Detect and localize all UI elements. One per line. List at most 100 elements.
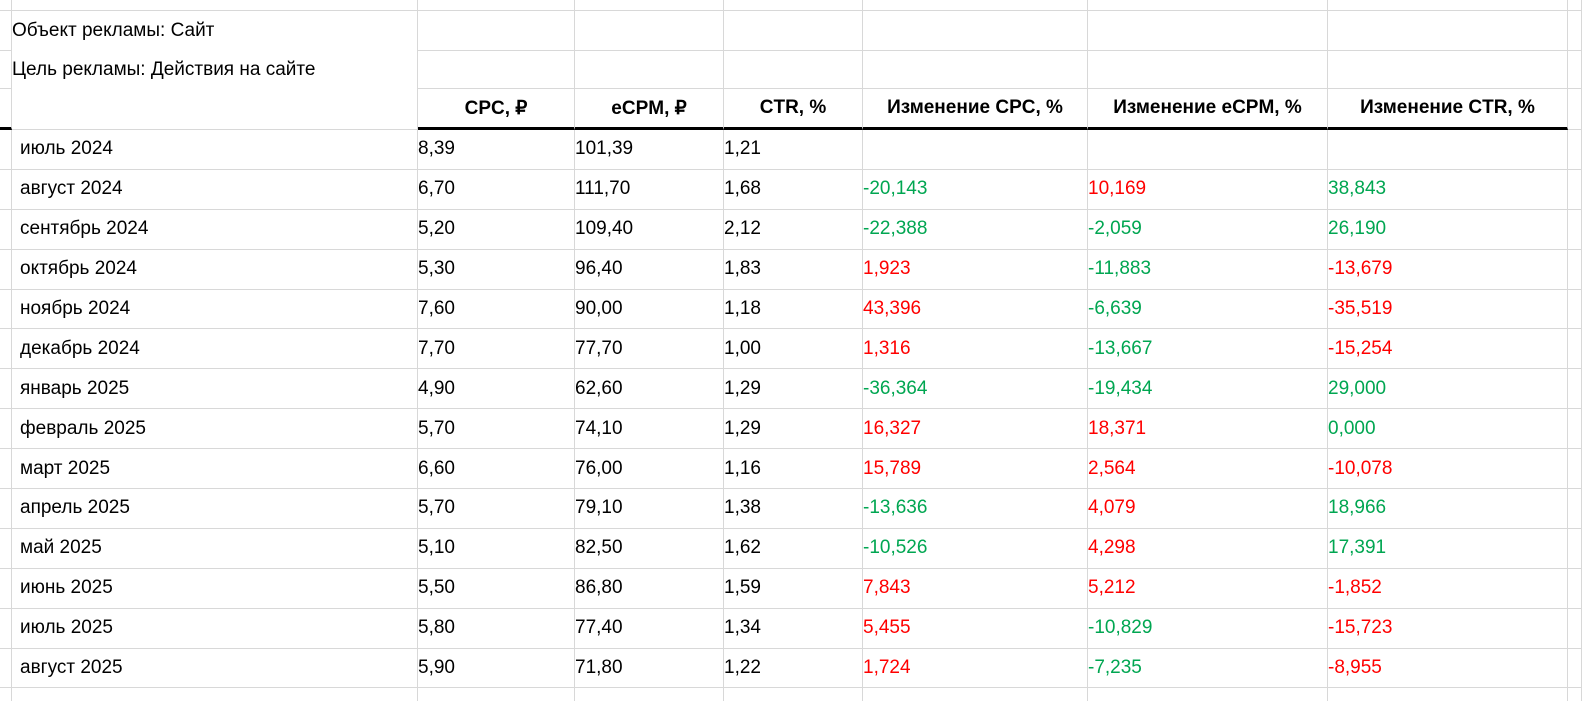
ctr-cell[interactable]: 2,12 <box>724 209 863 250</box>
empty-cell[interactable] <box>1568 329 1582 370</box>
empty-cell[interactable] <box>724 0 863 11</box>
empty-cell[interactable] <box>1568 289 1582 330</box>
cpc-cell[interactable]: 5,50 <box>418 568 575 609</box>
empty-cell[interactable] <box>724 688 863 702</box>
column-header-cpc-change[interactable]: Изменение CPC, % <box>863 89 1088 130</box>
gutter-cell[interactable] <box>0 409 12 450</box>
cpc-cell[interactable]: 5,90 <box>418 648 575 689</box>
ecpm-cell[interactable]: 109,40 <box>575 209 724 250</box>
ctr-cell[interactable]: 1,34 <box>724 608 863 649</box>
empty-cell[interactable] <box>1568 409 1582 450</box>
cpc-change-cell[interactable] <box>863 130 1088 170</box>
cpc-cell[interactable]: 5,70 <box>418 489 575 529</box>
empty-cell[interactable] <box>1568 11 1582 51</box>
ctr-change-cell[interactable]: 38,843 <box>1328 169 1568 210</box>
column-header-ecpm[interactable]: eCPM, ₽ <box>575 89 724 130</box>
ecpm-cell[interactable]: 77,70 <box>575 329 724 370</box>
empty-cell[interactable] <box>1568 568 1582 609</box>
empty-cell[interactable] <box>1568 489 1582 529</box>
month-cell[interactable]: ноябрь 2024 <box>12 289 418 330</box>
empty-cell[interactable] <box>575 688 724 702</box>
empty-cell[interactable] <box>1568 369 1582 410</box>
ctr-cell[interactable]: 1,18 <box>724 289 863 330</box>
gutter-cell[interactable] <box>0 369 12 410</box>
empty-cell[interactable] <box>1568 449 1582 490</box>
empty-header-cell[interactable] <box>12 89 418 130</box>
ctr-change-cell[interactable]: -1,852 <box>1328 568 1568 609</box>
ecpm-change-cell[interactable]: -10,829 <box>1088 608 1328 649</box>
cpc-change-cell[interactable]: -20,143 <box>863 169 1088 210</box>
empty-cell[interactable] <box>575 11 724 51</box>
empty-cell[interactable] <box>724 51 863 89</box>
gutter-cell[interactable] <box>0 648 12 689</box>
ecpm-change-cell[interactable]: 4,079 <box>1088 489 1328 529</box>
cpc-cell[interactable]: 4,90 <box>418 369 575 410</box>
ecpm-cell[interactable]: 101,39 <box>575 130 724 170</box>
empty-cell[interactable] <box>1088 0 1328 11</box>
empty-cell[interactable] <box>418 51 575 89</box>
empty-cell[interactable] <box>1328 688 1568 702</box>
gutter-cell[interactable] <box>0 169 12 210</box>
empty-cell[interactable] <box>1568 648 1582 689</box>
cpc-change-cell[interactable]: 43,396 <box>863 289 1088 330</box>
empty-cell[interactable] <box>12 688 418 702</box>
empty-cell[interactable] <box>418 11 575 51</box>
gutter-cell[interactable] <box>0 489 12 529</box>
ecpm-change-cell[interactable]: -6,639 <box>1088 289 1328 330</box>
cpc-change-cell[interactable]: 1,316 <box>863 329 1088 370</box>
gutter-cell[interactable] <box>0 329 12 370</box>
ecpm-change-cell[interactable]: -19,434 <box>1088 369 1328 410</box>
ecpm-change-cell[interactable] <box>1088 130 1328 170</box>
ecpm-cell[interactable]: 79,10 <box>575 489 724 529</box>
ctr-cell[interactable]: 1,83 <box>724 249 863 290</box>
month-cell[interactable]: март 2025 <box>12 449 418 490</box>
cpc-change-cell[interactable]: -22,388 <box>863 209 1088 250</box>
ctr-cell[interactable]: 1,29 <box>724 409 863 450</box>
empty-cell[interactable] <box>1088 11 1328 51</box>
empty-cell[interactable] <box>1328 0 1568 11</box>
ecpm-cell[interactable]: 74,10 <box>575 409 724 450</box>
month-cell[interactable]: сентябрь 2024 <box>12 209 418 250</box>
cpc-change-cell[interactable]: 15,789 <box>863 449 1088 490</box>
cpc-cell[interactable]: 5,30 <box>418 249 575 290</box>
ctr-cell[interactable]: 1,68 <box>724 169 863 210</box>
cpc-change-cell[interactable]: 5,455 <box>863 608 1088 649</box>
column-header-ctr[interactable]: CTR, % <box>724 89 863 130</box>
ecpm-change-cell[interactable]: 2,564 <box>1088 449 1328 490</box>
ctr-change-cell[interactable]: 17,391 <box>1328 528 1568 569</box>
ctr-cell[interactable]: 1,21 <box>724 130 863 170</box>
cpc-cell[interactable]: 7,60 <box>418 289 575 330</box>
ctr-change-cell[interactable]: 26,190 <box>1328 209 1568 250</box>
ad-goal-title[interactable]: Цель рекламы: Действия на сайте <box>12 51 418 89</box>
empty-cell[interactable] <box>863 0 1088 11</box>
ecpm-change-cell[interactable]: -11,883 <box>1088 249 1328 290</box>
ecpm-cell[interactable]: 86,80 <box>575 568 724 609</box>
cpc-change-cell[interactable]: 1,923 <box>863 249 1088 290</box>
empty-cell[interactable] <box>1328 11 1568 51</box>
cpc-cell[interactable]: 5,10 <box>418 528 575 569</box>
empty-cell[interactable] <box>863 51 1088 89</box>
empty-cell[interactable] <box>863 688 1088 702</box>
ctr-change-cell[interactable] <box>1328 130 1568 170</box>
empty-cell[interactable] <box>1568 0 1582 11</box>
gutter-cell[interactable] <box>0 11 12 51</box>
ecpm-change-cell[interactable]: -13,667 <box>1088 329 1328 370</box>
ctr-change-cell[interactable]: -15,723 <box>1328 608 1568 649</box>
cpc-change-cell[interactable]: -13,636 <box>863 489 1088 529</box>
empty-cell[interactable] <box>1568 130 1582 170</box>
ctr-change-cell[interactable]: -13,679 <box>1328 249 1568 290</box>
ecpm-cell[interactable]: 90,00 <box>575 289 724 330</box>
cpc-cell[interactable]: 5,80 <box>418 608 575 649</box>
empty-cell[interactable] <box>12 0 418 11</box>
ctr-cell[interactable]: 1,59 <box>724 568 863 609</box>
empty-cell[interactable] <box>418 0 575 11</box>
month-cell[interactable]: август 2024 <box>12 169 418 210</box>
gutter-cell[interactable] <box>0 528 12 569</box>
column-header-ecpm-change[interactable]: Изменение eCPM, % <box>1088 89 1328 130</box>
empty-cell[interactable] <box>1568 209 1582 250</box>
month-cell[interactable]: декабрь 2024 <box>12 329 418 370</box>
ctr-change-cell[interactable]: 18,966 <box>1328 489 1568 529</box>
ecpm-cell[interactable]: 71,80 <box>575 648 724 689</box>
ecpm-change-cell[interactable]: 5,212 <box>1088 568 1328 609</box>
cpc-change-cell[interactable]: 16,327 <box>863 409 1088 450</box>
